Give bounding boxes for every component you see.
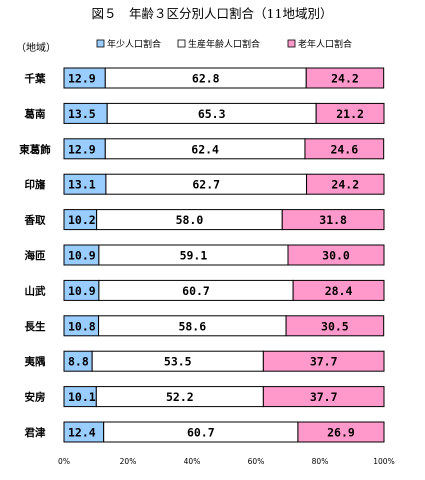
value-label-youth: 10.1 xyxy=(68,390,96,404)
bar-segment-elderly xyxy=(297,421,385,443)
region-label: 君津 xyxy=(25,426,46,439)
region-label: 夷隅 xyxy=(25,355,46,368)
plot-area: 千葉 12.9 62.8 24.2 葛南 13.5 65.3 21.2 東葛飾 12.9 62.4 2… xyxy=(19,67,385,443)
bar-segment-elderly xyxy=(281,209,385,231)
value-label-youth: 10.2 xyxy=(68,213,96,227)
region-label: 山武 xyxy=(25,284,46,297)
region-label: 海匝 xyxy=(25,249,46,262)
value-label-elderly: 21.2 xyxy=(336,107,364,121)
region-label: 印旛 xyxy=(25,178,46,191)
value-label-working-age: 59.1 xyxy=(180,249,208,263)
value-label-elderly: 37.7 xyxy=(310,355,338,369)
x-tick-label: 100% xyxy=(373,457,394,466)
value-label-youth: 10.8 xyxy=(68,319,96,333)
x-tick-label: 20% xyxy=(120,457,137,466)
value-label-elderly: 37.7 xyxy=(310,390,338,404)
region-label: 葛南 xyxy=(24,107,46,120)
x-tick-label: 0% xyxy=(58,457,70,466)
value-label-working-age: 58.0 xyxy=(176,213,204,227)
region-label: 長生 xyxy=(25,320,46,333)
value-label-working-age: 53.5 xyxy=(164,355,192,369)
value-label-youth: 13.5 xyxy=(68,107,96,121)
value-label-working-age: 62.7 xyxy=(192,178,220,192)
value-label-youth: 12.4 xyxy=(68,426,96,440)
x-tick-label: 80% xyxy=(312,457,329,466)
value-label-working-age: 60.7 xyxy=(182,284,210,298)
value-label-elderly: 26.9 xyxy=(327,426,355,440)
value-label-youth: 12.9 xyxy=(68,142,96,156)
value-label-working-age: 62.4 xyxy=(191,142,219,156)
bar-segment-elderly xyxy=(292,279,385,301)
value-label-elderly: 24.6 xyxy=(330,142,358,156)
region-label: 千葉 xyxy=(25,72,46,85)
bar-segment-elderly xyxy=(262,350,385,372)
value-label-youth: 12.9 xyxy=(68,72,96,86)
value-label-working-age: 58.6 xyxy=(178,319,206,333)
bar-segment-elderly xyxy=(287,244,385,266)
value-label-youth: 10.9 xyxy=(68,284,96,298)
value-label-elderly: 28.4 xyxy=(325,284,353,298)
legend-label-youth: 年少人口割合 xyxy=(107,38,161,50)
value-label-elderly: 30.0 xyxy=(322,249,350,263)
bar-segment-elderly xyxy=(285,315,385,337)
value-label-working-age: 52.2 xyxy=(166,390,194,404)
value-label-elderly: 24.2 xyxy=(331,178,359,192)
legend-label-elderly: 老年人口割合 xyxy=(298,38,352,50)
value-label-elderly: 24.2 xyxy=(331,72,359,86)
category-axis-label: （地域） xyxy=(16,41,56,54)
legend-swatch-youth xyxy=(96,39,105,48)
value-label-working-age: 62.8 xyxy=(192,72,220,86)
bar-segment-elderly xyxy=(306,173,385,195)
region-label: 東葛飾 xyxy=(19,143,51,156)
bar-segment-elderly xyxy=(304,138,385,160)
value-label-youth: 13.1 xyxy=(68,178,96,192)
value-label-youth: 8.8 xyxy=(68,355,89,369)
legend-swatch-working-age xyxy=(177,39,186,48)
x-axis: 0% 20% 40% 60% 80% 100% xyxy=(58,457,395,466)
bar-segment-elderly xyxy=(315,102,385,124)
legend-label-working-age: 生産年齢人口割合 xyxy=(188,38,260,50)
bar-segment-elderly xyxy=(305,67,385,89)
value-label-youth: 10.9 xyxy=(68,249,96,263)
chart-title: 図５ 年齢３区分別人口割合（11地域別） xyxy=(92,6,333,21)
bar-segment-elderly xyxy=(262,386,385,408)
x-tick-label: 60% xyxy=(248,457,265,466)
value-label-working-age: 60.7 xyxy=(187,426,215,440)
legend-swatch-elderly xyxy=(287,39,296,48)
region-label: 香取 xyxy=(24,214,46,227)
value-label-elderly: 30.5 xyxy=(321,319,349,333)
legend: 年少人口割合 生産年齢人口割合 老年人口割合 xyxy=(96,38,352,50)
x-tick-label: 40% xyxy=(184,457,201,466)
value-label-working-age: 65.3 xyxy=(198,107,226,121)
region-label: 安房 xyxy=(25,391,46,404)
value-label-elderly: 31.8 xyxy=(319,213,347,227)
